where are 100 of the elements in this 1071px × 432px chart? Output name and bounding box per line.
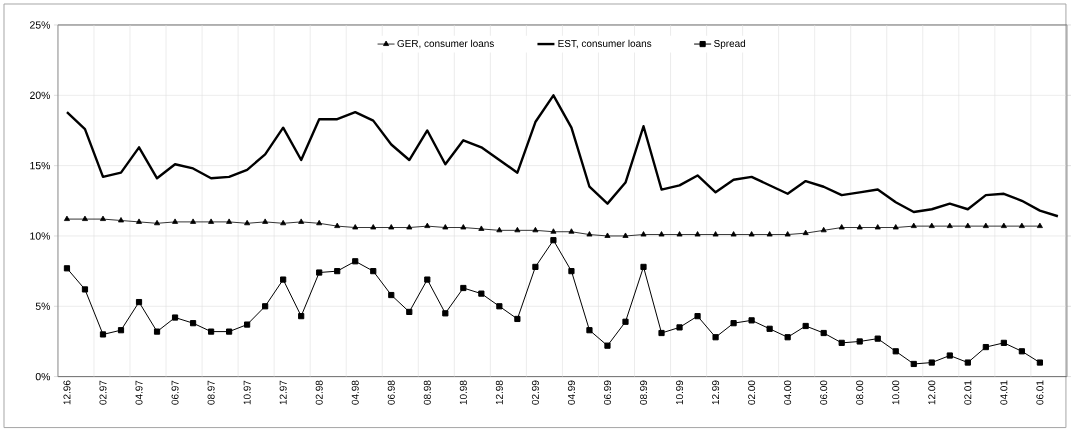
y-tick-label: 10% [30,232,51,240]
point [81,215,88,222]
point [928,359,935,366]
point [856,338,863,345]
x-tick-label: 06.99 [603,380,611,405]
x-tick-label: 02.98 [315,380,323,405]
point [730,320,737,327]
point [712,231,719,237]
x-tick-label: 12.98 [495,380,503,405]
point [838,224,845,230]
point [658,330,665,337]
point [190,218,197,225]
point [622,232,629,239]
point [496,227,503,233]
y-tick-label: 5% [35,302,51,311]
x-tick-label: 02.00 [748,380,756,405]
point [676,231,683,237]
point [550,237,557,244]
x-tick-label: 04.99 [567,380,575,405]
legend-label: Spread [714,39,746,50]
point [171,314,179,321]
point [207,328,215,335]
x-tick-label: 08.98 [423,380,431,405]
legend-label: GER, consumer loans [397,39,494,49]
point [352,224,359,230]
point [334,222,341,229]
point [352,258,359,265]
x-tick-label: 06.00 [820,380,828,405]
y-tick-label: 0% [35,373,51,381]
point [802,323,809,330]
point [874,335,881,342]
point [406,309,413,316]
point [244,321,251,328]
point [136,218,143,225]
point [910,222,917,229]
point [262,303,269,310]
point [442,310,449,317]
point [117,327,125,334]
y-tick-label: 20% [30,91,51,100]
x-tick-label: 06.01 [1036,380,1044,405]
point [910,361,917,368]
point [1000,222,1007,229]
point [496,303,503,310]
point [63,215,70,222]
point [784,334,791,341]
point [1036,359,1043,366]
point [99,331,107,338]
point [982,222,989,229]
point [622,318,629,326]
point [586,327,593,334]
point [135,299,143,306]
point [766,231,773,237]
x-tick-label: 12.97 [279,380,287,405]
point [316,220,323,226]
point [694,231,701,237]
point [604,232,611,239]
point [406,224,413,230]
point [964,222,971,229]
point [424,222,431,229]
point [514,227,521,233]
point [694,313,701,320]
point [604,342,611,349]
point [1000,339,1007,347]
point [478,225,485,232]
point [118,217,124,223]
point [316,269,323,276]
point [478,290,485,297]
point [928,222,935,229]
point [550,228,557,234]
point [856,224,863,230]
x-tick-label: 10.98 [459,380,467,405]
x-tick-label: 02.01 [964,380,972,405]
x-tick-label: 02.97 [99,380,107,405]
point [370,268,377,275]
point [874,224,881,230]
point [982,344,989,351]
point [81,286,89,293]
point [370,224,377,230]
point [532,264,539,271]
point [298,313,305,320]
point [153,328,161,335]
x-tick-label: 04.00 [784,380,792,405]
point [820,227,827,233]
point [964,359,971,366]
x-tick-label: 10.00 [892,380,900,405]
x-tick-label: 02.99 [531,380,539,405]
point [640,231,647,237]
x-tick-label: 08.99 [639,380,648,405]
x-tick-label: 08.97 [207,380,215,405]
point [172,218,179,225]
point [154,220,161,226]
point [63,265,71,272]
x-tick-label: 10.97 [243,380,251,405]
point [1018,222,1025,229]
point [658,231,665,237]
point [442,224,449,230]
x-tick-label: 04.97 [135,380,143,405]
point [748,317,755,324]
point [424,276,431,283]
point [280,220,287,226]
